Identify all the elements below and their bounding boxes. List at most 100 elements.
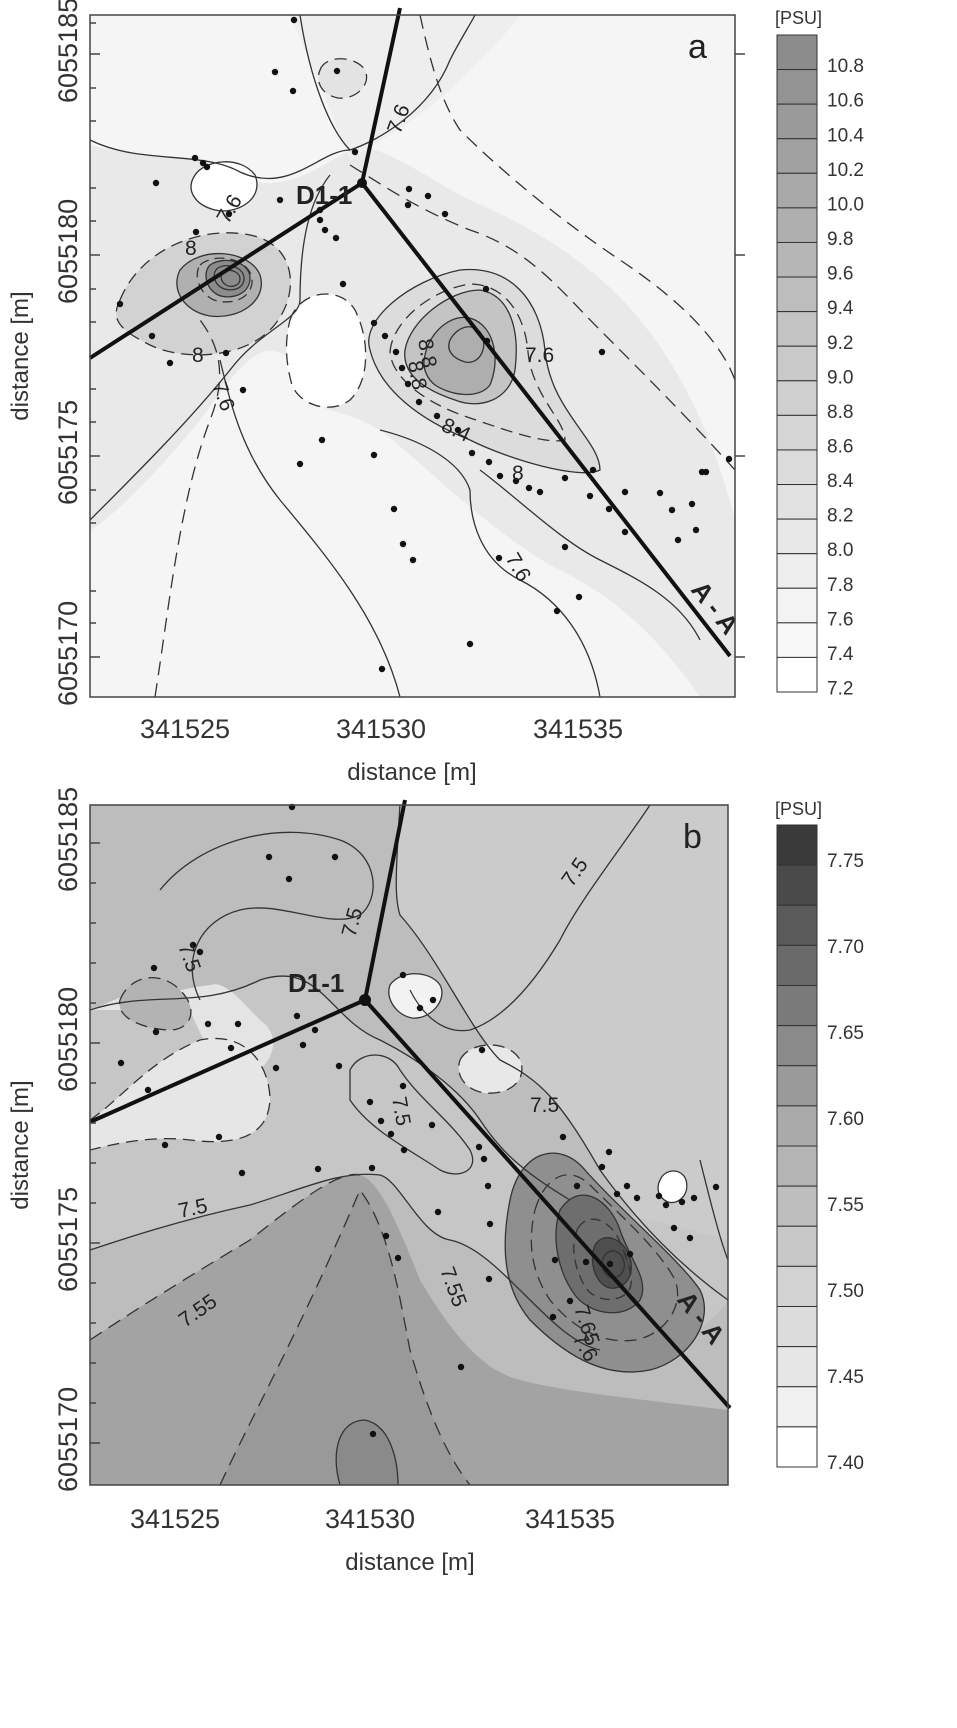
sample-point bbox=[573, 1182, 581, 1190]
x-tick-label: 341535 bbox=[525, 1504, 615, 1534]
sample-point bbox=[196, 948, 204, 956]
sample-point bbox=[656, 489, 664, 497]
colorbar-swatch bbox=[776, 1065, 818, 1107]
panel-a-colorbar-unit: [PSU] bbox=[775, 8, 822, 28]
sample-point bbox=[161, 1141, 169, 1149]
panel-a-station-marker bbox=[357, 178, 367, 188]
colorbar-swatch bbox=[776, 138, 818, 174]
colorbar-swatch bbox=[776, 276, 818, 313]
colorbar-tick-label: 7.55 bbox=[827, 1195, 864, 1216]
sample-point bbox=[598, 1163, 606, 1171]
x-tick-label: 341530 bbox=[325, 1504, 415, 1534]
x-tick-label: 341525 bbox=[130, 1504, 220, 1534]
panel-b-contour-label: 7.5 bbox=[530, 1094, 559, 1117]
sample-point bbox=[692, 526, 700, 534]
sample-point bbox=[215, 1133, 223, 1141]
sample-point bbox=[605, 505, 613, 513]
sample-point bbox=[404, 201, 412, 209]
colorbar-tick-label: 10.4 bbox=[827, 125, 864, 146]
colorbar-swatch bbox=[776, 449, 818, 486]
sample-point bbox=[382, 1232, 390, 1240]
sample-point bbox=[368, 1164, 376, 1172]
sample-point bbox=[339, 280, 347, 288]
sample-point bbox=[381, 332, 389, 340]
panel-a-contour-label: 8.8 bbox=[413, 337, 441, 370]
sample-point bbox=[409, 556, 417, 564]
colorbar-swatch bbox=[776, 103, 818, 140]
sample-point bbox=[222, 349, 230, 357]
sample-point bbox=[316, 216, 324, 224]
colorbar-swatch bbox=[776, 1185, 818, 1227]
sample-point bbox=[613, 1190, 621, 1198]
sample-point bbox=[378, 665, 386, 673]
sample-point bbox=[429, 996, 437, 1004]
sample-point bbox=[377, 1117, 385, 1125]
colorbar-swatch bbox=[776, 622, 818, 658]
sample-point bbox=[496, 472, 504, 480]
colorbar-tick-label: 7.8 bbox=[827, 575, 853, 596]
colorbar-swatch bbox=[776, 1225, 818, 1267]
colorbar-tick-label: 8.4 bbox=[827, 471, 854, 492]
sample-point bbox=[566, 1297, 574, 1305]
sample-point bbox=[238, 1169, 246, 1177]
panel-a-contour-label: 8 bbox=[512, 462, 524, 485]
sample-point bbox=[670, 1224, 678, 1232]
sample-point bbox=[331, 853, 339, 861]
sample-point bbox=[318, 436, 326, 444]
panel-a-annotation-d1-1: D1-1 bbox=[296, 180, 352, 210]
colorbar-tick-label: 7.60 bbox=[827, 1109, 864, 1130]
sample-point bbox=[311, 1026, 319, 1034]
sample-point bbox=[204, 1020, 212, 1028]
sample-point bbox=[276, 196, 284, 204]
colorbar-tick-label: 7.65 bbox=[827, 1023, 864, 1044]
sample-point bbox=[457, 1363, 465, 1371]
sample-point bbox=[598, 348, 606, 356]
sample-point bbox=[561, 543, 569, 551]
sample-point bbox=[415, 398, 423, 406]
sample-point bbox=[293, 1012, 301, 1020]
panel-b-colorbar: 7.75 7.70 7.65 7.60 7.55 7.50 7.45 7.40 bbox=[776, 824, 864, 1474]
colorbar-tick-label: 9.6 bbox=[827, 264, 853, 285]
sample-point bbox=[686, 1234, 694, 1242]
colorbar-swatch bbox=[776, 985, 818, 1027]
colorbar-tick-label: 9.0 bbox=[827, 367, 853, 388]
sample-point bbox=[586, 492, 594, 500]
sample-point bbox=[478, 1046, 486, 1054]
sample-point bbox=[285, 875, 293, 883]
colorbar-tick-label: 10.2 bbox=[827, 160, 864, 181]
panel-a: D1-1 A - A 7.6 7.6 7.6 7.6 7.6 8 8 8 8.4… bbox=[7, 0, 864, 786]
sample-point bbox=[575, 593, 583, 601]
sample-point bbox=[290, 16, 298, 24]
sample-point bbox=[484, 1182, 492, 1190]
colorbar-tick-label: 9.4 bbox=[827, 298, 854, 319]
sample-point bbox=[589, 466, 597, 474]
panel-a-contour-label: 8.8 bbox=[403, 359, 431, 392]
panel-b-label: b bbox=[683, 818, 702, 856]
colorbar-swatch bbox=[776, 1386, 818, 1428]
sample-point bbox=[441, 210, 449, 218]
colorbar-tick-label: 8.0 bbox=[827, 540, 853, 561]
sample-point bbox=[150, 964, 158, 972]
sample-point bbox=[387, 1130, 395, 1138]
colorbar-swatch bbox=[776, 1426, 818, 1468]
x-tick-label: 341525 bbox=[140, 714, 230, 744]
panel-b-station-marker bbox=[359, 994, 371, 1006]
sample-point bbox=[525, 484, 533, 492]
sample-point bbox=[189, 941, 197, 949]
sample-point bbox=[369, 1430, 377, 1438]
sample-point bbox=[370, 451, 378, 459]
sample-point bbox=[621, 488, 629, 496]
colorbar-tick-label: 7.2 bbox=[827, 679, 853, 700]
colorbar-tick-label: 7.40 bbox=[827, 1453, 864, 1474]
sample-point bbox=[582, 1258, 590, 1266]
sample-point bbox=[702, 468, 710, 476]
panel-a-y-axis-label: distance [m] bbox=[7, 291, 34, 420]
colorbar-tick-label: 7.70 bbox=[827, 937, 864, 958]
x-tick-label: 341530 bbox=[336, 714, 426, 744]
colorbar-tick-label: 8.6 bbox=[827, 436, 853, 457]
sample-point bbox=[144, 1086, 152, 1094]
panel-b: D1-1 A - A 7.5 7.5 7.5 7.5 7.5 7.5 7.55 … bbox=[7, 787, 864, 1576]
sample-point bbox=[405, 185, 413, 193]
sample-point bbox=[483, 337, 491, 345]
